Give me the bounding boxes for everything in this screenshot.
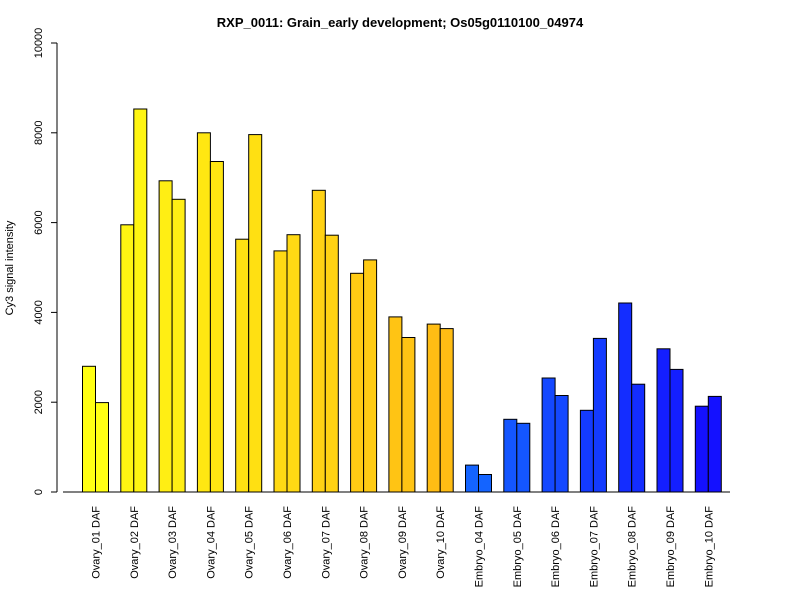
bar-17-2 [707, 395, 722, 493]
category-label: Ovary_03 DAF [167, 506, 179, 579]
bar-8-1 [350, 272, 365, 493]
category-label: Ovary_04 DAF [205, 506, 217, 579]
category-label: Ovary_06 DAF [282, 506, 294, 579]
category-label: Ovary_01 DAF [91, 506, 103, 579]
y-tick-label: 10000 [33, 28, 45, 59]
bar-11-1 [465, 464, 479, 493]
bar-14-1 [579, 409, 594, 493]
bars [82, 108, 722, 493]
bar-7-1 [311, 189, 326, 493]
bar-15-2 [631, 383, 646, 493]
y-axis: 0 2000 4000 6000 8000 10000 [33, 28, 58, 495]
category-label: Ovary_07 DAF [320, 506, 332, 579]
y-tick-label: 0 [33, 489, 45, 495]
bar-16-1 [656, 348, 671, 493]
category-label: Ovary_08 DAF [359, 506, 371, 579]
category-label: Embryo_08 DAF [627, 506, 639, 588]
category-label: Embryo_09 DAF [665, 506, 677, 588]
bar-3-1 [158, 180, 173, 493]
bar-1-2 [95, 402, 109, 493]
category-label: Embryo_05 DAF [512, 506, 524, 588]
bar-10-1 [426, 323, 441, 493]
bar-13-1 [541, 377, 556, 493]
bar-12-1 [503, 418, 518, 493]
category-label: Embryo_07 DAF [588, 506, 600, 588]
y-tick-label: 4000 [33, 300, 45, 324]
bar-7-2 [324, 234, 339, 493]
bar-14-2 [592, 337, 607, 493]
category-label: Ovary_09 DAF [397, 506, 409, 579]
bar-9-1 [388, 316, 403, 493]
category-label: Ovary_05 DAF [244, 506, 256, 579]
bar-5-2 [248, 134, 263, 493]
bar-11-2 [478, 474, 492, 493]
bar-4-2 [209, 161, 224, 493]
bar-5-1 [235, 238, 250, 493]
bar-8-2 [363, 259, 378, 493]
bar-15-1 [618, 302, 633, 493]
y-tick-label: 8000 [33, 121, 45, 145]
bar-16-2 [669, 368, 684, 493]
bar-17-1 [694, 405, 709, 493]
y-axis-label: Cy3 signal intensity [4, 220, 16, 315]
bar-6-2 [286, 234, 301, 493]
category-label: Embryo_10 DAF [703, 506, 715, 588]
category-label: Ovary_10 DAF [435, 506, 447, 579]
category-label: Embryo_06 DAF [550, 506, 562, 588]
bar-2-2 [133, 108, 148, 493]
bar-12-2 [516, 422, 531, 493]
category-label: Embryo_04 DAF [474, 506, 486, 588]
bar-10-2 [439, 328, 454, 493]
bar-4-1 [196, 132, 211, 493]
bar-13-2 [554, 395, 569, 493]
bar-1-1 [82, 365, 96, 493]
category-labels: Ovary_01 DAF Ovary_02 DAF Ovary_03 DAF Ovar… [91, 506, 716, 588]
y-tick-label: 2000 [33, 390, 45, 414]
bar-6-1 [273, 250, 288, 493]
category-label: Ovary_02 DAF [129, 506, 141, 579]
bar-3-2 [171, 198, 186, 493]
bar-9-2 [401, 337, 416, 493]
bar-2-1 [120, 224, 135, 493]
chart-title: RXP_0011: Grain_early development; Os05g… [217, 15, 584, 30]
y-tick-label: 6000 [33, 210, 45, 234]
